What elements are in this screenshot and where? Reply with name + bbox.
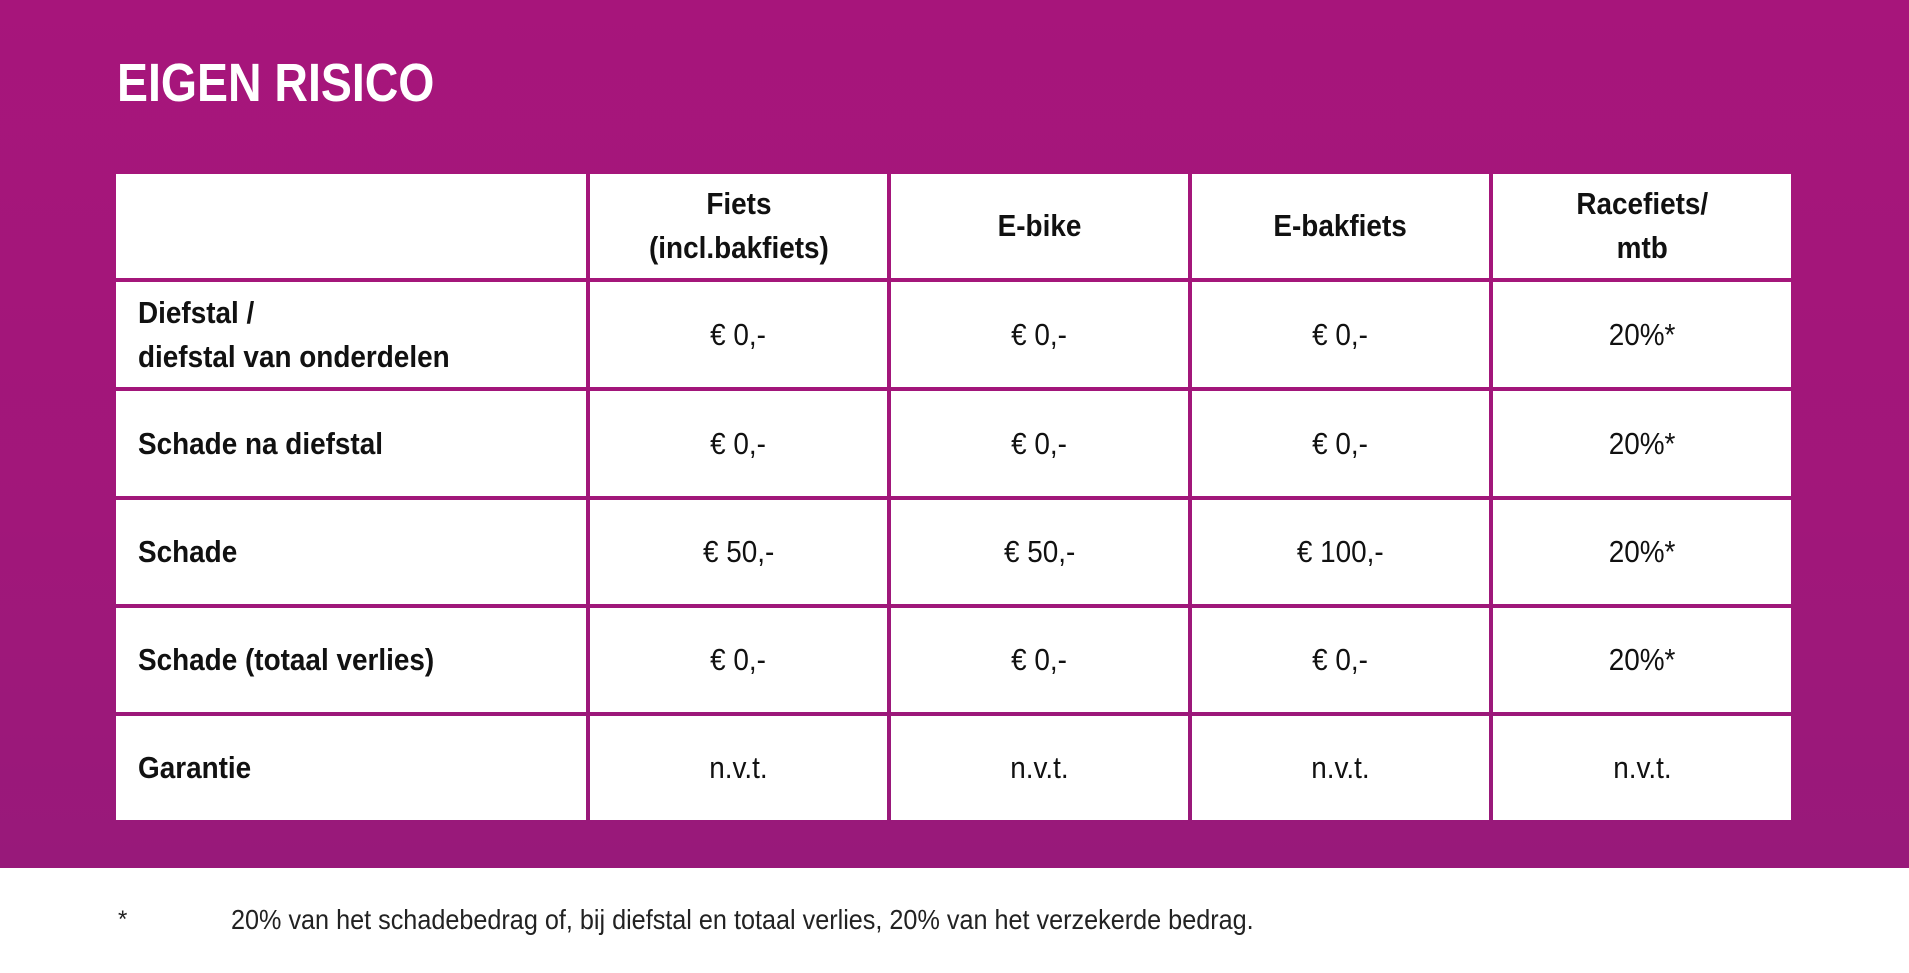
column-header-text: Racefiets/ mtb <box>1576 186 1708 265</box>
table-cell-text: € 0,- <box>1312 642 1369 677</box>
table-cell-text: n.v.t. <box>1311 750 1370 785</box>
footnote-text: 20% van het schadebedrag of, bij diefsta… <box>231 904 1254 935</box>
row-label: Schade (totaal verlies) <box>116 608 586 712</box>
column-header: Fiets (incl.bakfiets) <box>590 174 887 278</box>
table-cell: € 0,- <box>891 391 1188 496</box>
row-label: Diefstal / diefstal van onderdelen <box>116 282 586 387</box>
column-header-text: E-bakfiets <box>1273 208 1408 243</box>
table-cell: n.v.t. <box>1192 716 1489 820</box>
table-cell-text: € 0,- <box>1011 316 1068 352</box>
table-cell-text: 20%* <box>1608 642 1676 677</box>
table-cell: € 0,- <box>1192 608 1489 712</box>
table-cell: € 0,- <box>891 608 1188 712</box>
table-cell-text: 20%* <box>1608 425 1676 461</box>
table-cell: € 0,- <box>590 391 887 496</box>
table-cell-text: € 0,- <box>710 425 767 461</box>
table-cell: 20%* <box>1493 500 1791 604</box>
table-cell-text: € 0,- <box>710 642 767 677</box>
table-cell: € 0,- <box>1192 282 1489 387</box>
table-cell: € 100,- <box>1192 500 1489 604</box>
deductible-table: Fiets (incl.bakfiets) E-bike E-bakfiets Rac… <box>116 174 1791 820</box>
row-label: Garantie <box>116 716 586 820</box>
table-cell-text: € 100,- <box>1297 534 1384 569</box>
table-cell-text: n.v.t. <box>709 750 768 785</box>
page-title: EIGEN RISICO <box>117 53 435 113</box>
table-cell-text: 20%* <box>1608 534 1676 569</box>
table-cell: € 0,- <box>891 282 1188 387</box>
table-cell: € 0,- <box>590 282 887 387</box>
table-cell: € 50,- <box>590 500 887 604</box>
table-cell: n.v.t. <box>891 716 1188 820</box>
table-cell-text: € 0,- <box>1011 642 1068 677</box>
row-label: Schade na diefstal <box>116 391 586 496</box>
row-label-text: Schade <box>138 534 238 569</box>
table-cell-text: 20%* <box>1608 316 1676 352</box>
table-cell: 20%* <box>1493 608 1791 712</box>
row-label-text: Schade na diefstal <box>138 425 383 461</box>
column-header: E-bike <box>891 174 1188 278</box>
row-label: Schade <box>116 500 586 604</box>
table-cell-text: n.v.t. <box>1612 750 1672 785</box>
table-cell-text: € 50,- <box>1003 534 1076 569</box>
column-header: Racefiets/ mtb <box>1493 174 1791 278</box>
column-header-text: Fiets (incl.bakfiets) <box>648 186 829 265</box>
table-cell: n.v.t. <box>1493 716 1791 820</box>
table-cell: 20%* <box>1493 282 1791 387</box>
column-header-text: E-bike <box>997 208 1082 243</box>
table-cell-text: € 0,- <box>1011 425 1068 461</box>
column-header: E-bakfiets <box>1192 174 1489 278</box>
table-cell-text: € 50,- <box>702 534 775 569</box>
footnote-marker: * <box>118 906 128 933</box>
table-cell: n.v.t. <box>590 716 887 820</box>
table-cell-text: n.v.t. <box>1010 750 1069 785</box>
table-cell: € 50,- <box>891 500 1188 604</box>
table-cell-text: € 0,- <box>1312 316 1369 352</box>
table-cell-text: € 0,- <box>1312 425 1369 461</box>
row-label-text: Diefstal / diefstal van onderdelen <box>138 294 450 374</box>
table-cell: € 0,- <box>1192 391 1489 496</box>
table-cell: 20%* <box>1493 391 1791 496</box>
table-cell: € 0,- <box>590 608 887 712</box>
table-cell-text: € 0,- <box>710 316 767 352</box>
column-header <box>116 174 586 278</box>
row-label-text: Schade (totaal verlies) <box>138 642 435 677</box>
row-label-text: Garantie <box>138 750 252 785</box>
